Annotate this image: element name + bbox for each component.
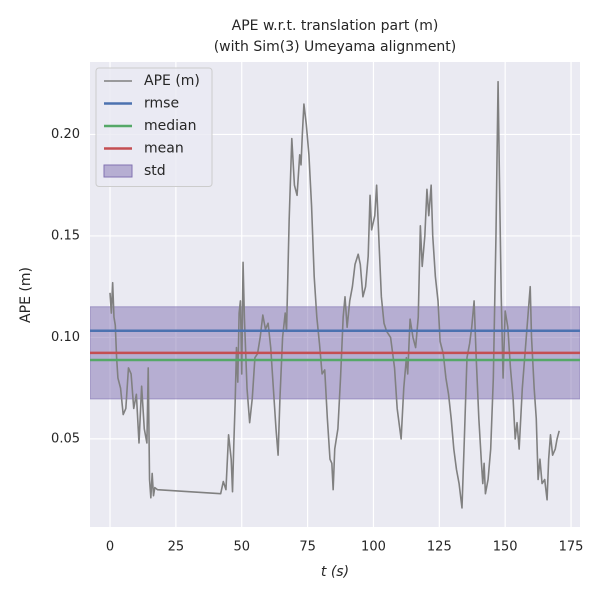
legend-swatch <box>103 164 133 178</box>
x-axis-label: t (s) <box>321 564 349 580</box>
y-tick-label: 0.05 <box>51 431 80 446</box>
y-tick-label: 0.20 <box>51 127 80 142</box>
legend-label: mean <box>144 141 184 157</box>
x-tick-label: 75 <box>299 540 316 555</box>
chart-subtitle: (with Sim(3) Umeyama alignment) <box>214 39 457 55</box>
y-axis-label: APE (m) <box>18 267 34 323</box>
x-tick-label: 175 <box>559 540 584 555</box>
x-tick-label: 25 <box>168 540 185 555</box>
x-tick-label: 150 <box>493 540 518 555</box>
y-tick-label: 0.15 <box>51 228 80 243</box>
x-tick-label: 0 <box>106 540 114 555</box>
ape-line <box>109 80 560 509</box>
legend-label: std <box>144 163 166 179</box>
legend-label: APE (m) <box>144 73 200 89</box>
legend-box <box>95 67 213 187</box>
x-tick-label: 50 <box>233 540 250 555</box>
y-tick-label: 0.10 <box>51 330 80 345</box>
x-tick-label: 125 <box>427 540 452 555</box>
legend-label: rmse <box>144 96 179 112</box>
chart-title: APE w.r.t. translation part (m) <box>232 18 439 34</box>
plot <box>90 80 580 509</box>
x-tick-label: 100 <box>361 540 386 555</box>
legend-label: median <box>144 118 196 134</box>
